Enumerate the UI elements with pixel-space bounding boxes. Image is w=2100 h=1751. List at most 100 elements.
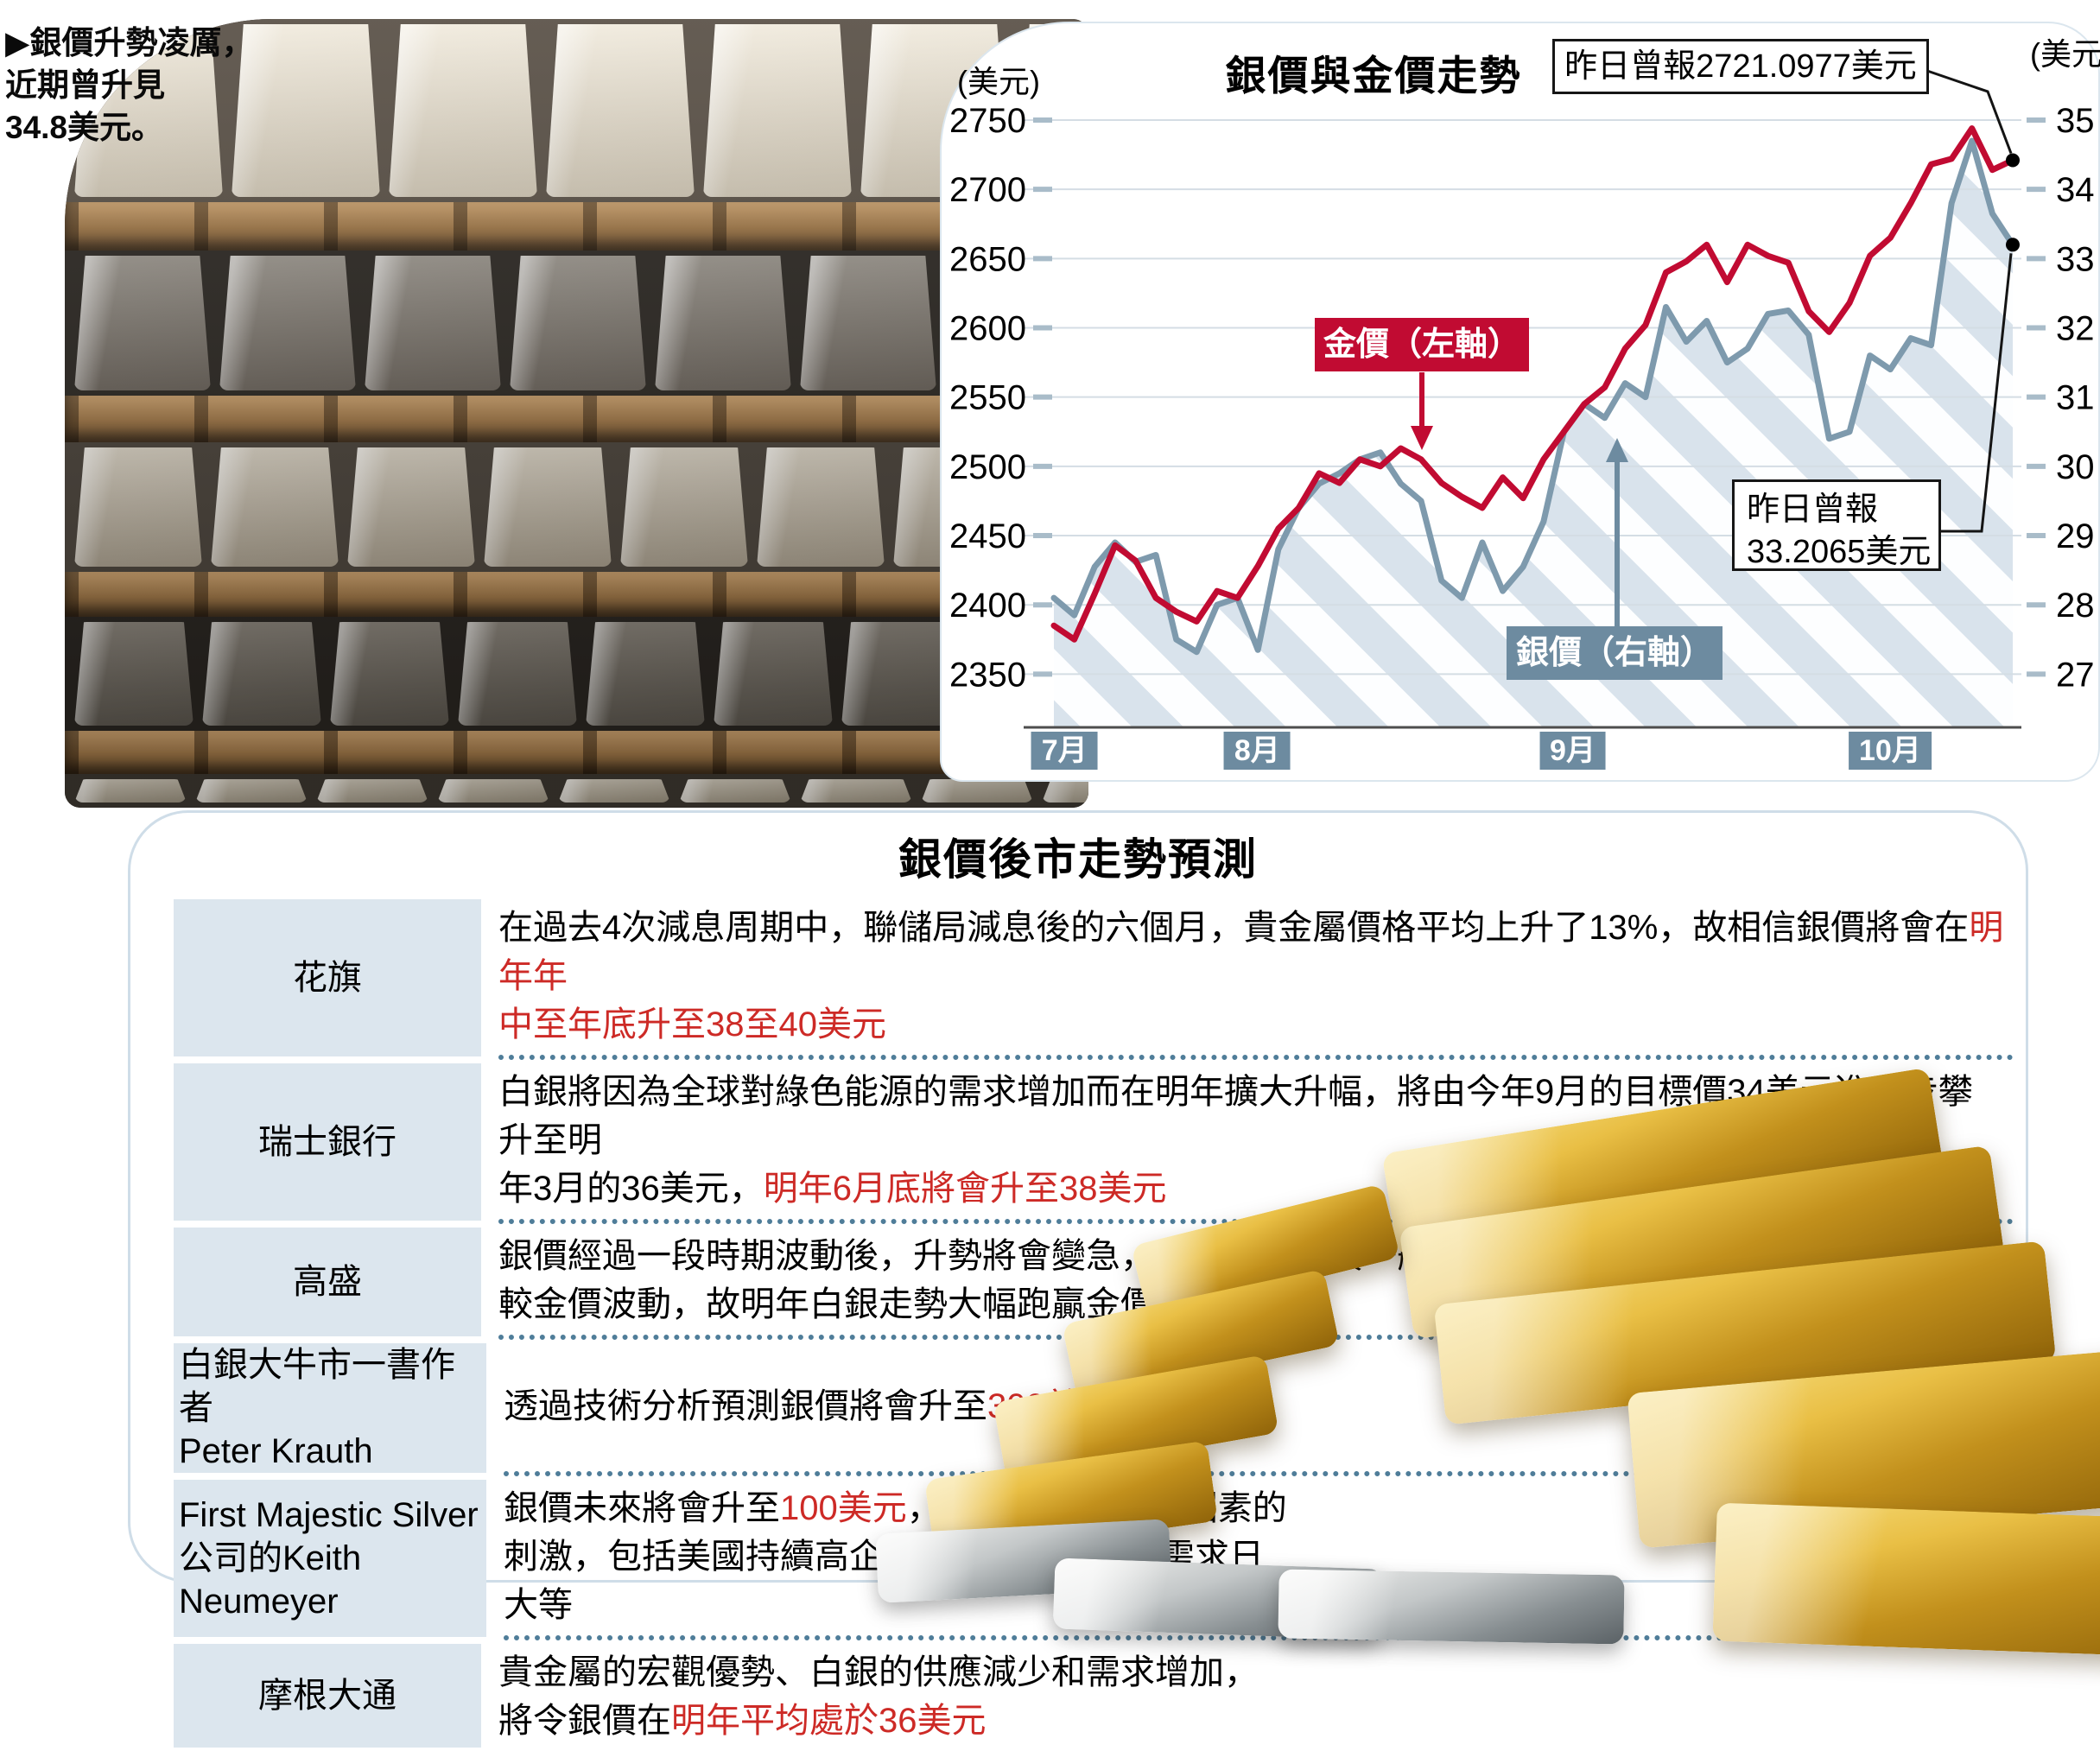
ingot-row	[65, 251, 1088, 396]
left-axis-tick: 2700	[949, 171, 1026, 209]
forecast-highlight: 明年年 中至年底升至38至40美元	[498, 909, 2004, 1044]
forecast-table: 花旗 在過去4次減息周期中，聯儲局減息後的六個月，貴金屬價格平均上升了13%，故相…	[174, 896, 2014, 1751]
ingot-row	[65, 617, 1088, 731]
forecast-panel: 銀價後市走勢預測 花旗 在過去4次減息周期中，聯儲局減息後的六個月，貴金屬價格平均…	[128, 810, 2028, 1748]
silver-ingot	[655, 256, 791, 390]
silver-ingot	[510, 256, 646, 390]
forecast-source: 瑞士銀行	[174, 1063, 481, 1221]
silver-ingot	[347, 447, 475, 567]
right-axis-tick: 35	[2056, 102, 2095, 140]
forecast-source: 高盛	[174, 1228, 481, 1336]
ingot-row	[65, 442, 1088, 572]
left-axis-tick: 2750	[949, 102, 1026, 140]
silver-annotation-box: 昨日曾報 33.2065美元	[1732, 479, 1941, 571]
right-axis-tick: 30	[2056, 448, 2095, 486]
ingot-row	[65, 774, 1088, 808]
left-axis-tick: 2450	[949, 517, 1026, 555]
wooden-pallet	[65, 202, 1088, 251]
silver-ingot	[800, 779, 912, 803]
silver-ingot	[586, 622, 705, 726]
right-axis-tick: 28	[2056, 587, 2095, 625]
silver-ingot	[1042, 779, 1088, 803]
silver-ingot	[74, 24, 223, 197]
left-axis-tick: 2350	[949, 656, 1026, 694]
forecast-row: 高盛 銀價經過一段時期波動後，升勢將會變急，而且由於銀價一般 較金價波動，故明年白…	[174, 1224, 2014, 1340]
silver-ingot	[800, 256, 936, 390]
silver-ingot	[703, 24, 852, 197]
forecast-row: 摩根大通 貴金屬的宏觀優勢、白銀的供應減少和需求增加， 將令銀價在明年平均處於36…	[174, 1640, 2014, 1751]
wooden-pallet	[65, 572, 1088, 617]
forecast-source: 白銀大牛市一書作者 Peter Krauth	[174, 1343, 486, 1473]
gold-annotation-connector	[1926, 69, 2013, 155]
ingot-row	[65, 19, 1088, 202]
forecast-segment: 銀價未來將會升至	[504, 1489, 780, 1527]
price-chart-svg: 2750 2700 2650 2600 2550 2500 2450 2400 2350 35 34…	[949, 36, 2100, 729]
forecast-row: First Majestic Silver 公司的Keith Neumeyer 銀…	[174, 1476, 2014, 1640]
silver-ingot	[74, 622, 194, 726]
silver-ingot	[74, 447, 202, 567]
silver-legend-arrow	[1606, 438, 1628, 462]
right-axis-tick: 31	[2056, 379, 2095, 417]
right-axis-tick: 32	[2056, 310, 2095, 348]
forecast-row: 瑞士銀行 白銀將因為全球對綠色能源的需求增加而在明年擴大升幅，將由今年9月的目標價…	[174, 1060, 2014, 1224]
gold-line	[1050, 125, 2016, 643]
right-axis-unit: (美元)	[2030, 36, 2100, 72]
legend-gold-left-axis: 金價（左軸）	[1315, 318, 1529, 371]
silver-ingot	[232, 24, 380, 197]
silver-ingot	[330, 622, 449, 726]
forecast-highlight: 明年6月底將會升至38美元	[763, 1170, 1167, 1208]
price-chart-panel: 2750 2700 2650 2600 2550 2500 2450 2400 2350 35 34…	[940, 22, 2100, 782]
forecast-segment: 在過去4次減息周期中，聯儲局減息後的六個月，貴金屬價格平均上升了13%，故相信銀…	[498, 909, 1970, 947]
silver-ingot	[757, 447, 885, 567]
right-axis-tick: 29	[2056, 517, 2095, 555]
right-axis-tick: 27	[2056, 656, 2095, 694]
silver-ingot	[558, 779, 670, 803]
forecast-highlight: 100美元	[780, 1489, 907, 1527]
page: { "photo_caption": "▶銀價升勢凌厲，\n近期曾升見\n34.…	[5, 19, 2100, 1748]
silver-ingot	[195, 779, 308, 803]
forecast-text: 在過去4次減息周期中，聯儲局減息後的六個月，貴金屬價格平均上升了13%，故相信銀…	[498, 896, 2014, 1060]
silver-ingot	[316, 779, 428, 803]
silver-line	[1050, 137, 2016, 656]
gold-annotation-box: 昨日曾報2721.0977美元	[1552, 39, 1929, 94]
silver-area-hatch	[1054, 141, 2013, 727]
left-axis-tick: 2650	[949, 240, 1026, 278]
forecast-segment: 銀價經過一段時期波動後，升勢將會變急，而且由於銀價一般 較金價波動，故明年白銀走…	[498, 1237, 1431, 1323]
gold-legend-arrow	[1411, 426, 1433, 450]
forecast-segment: 透過技術分析預測銀價將會升至	[504, 1387, 987, 1425]
silver-ingot	[202, 622, 321, 726]
forecast-text: 透過技術分析預測銀價將會升至 300美元	[504, 1340, 2014, 1476]
forecast-source: 摩根大通	[174, 1644, 481, 1748]
silver-ingot	[211, 447, 339, 567]
forecast-text: 白銀將因為全球對綠色能源的需求增加而在明年擴大升幅，將由今年9月的目標價34美元…	[498, 1060, 2014, 1224]
silver-ingot	[389, 24, 537, 197]
silver-ingot	[679, 779, 791, 803]
wooden-pallet	[65, 731, 1088, 774]
forecast-segment: 白銀將因為全球對綠色能源的需求增加而在明年擴大升幅，將由今年9月的目標價34美元…	[498, 1073, 1973, 1208]
silver-ingot	[74, 779, 187, 803]
forecast-highlight: 明年平均處於36美元	[671, 1702, 987, 1740]
silver-ingot	[484, 447, 612, 567]
silver-ingot	[437, 779, 549, 803]
silver-ingot	[365, 256, 501, 390]
forecast-text: 貴金屬的宏觀優勢、白銀的供應減少和需求增加， 將令銀價在明年平均處於36美元	[498, 1640, 2014, 1751]
forecast-row: 花旗 在過去4次減息周期中，聯儲局減息後的六個月，貴金屬價格平均上升了13%，故相…	[174, 896, 2014, 1060]
silver-ingot	[74, 256, 211, 390]
left-axis-tick: 2500	[949, 448, 1026, 486]
silver-ingot	[620, 447, 748, 567]
left-axis-tick: 2600	[949, 310, 1026, 348]
forecast-row: 白銀大牛市一書作者 Peter Krauth 透過技術分析預測銀價將會升至 300美…	[174, 1340, 2014, 1476]
right-axis-tick: 34	[2056, 171, 2095, 209]
legend-silver-right-axis: 銀價（右軸）	[1507, 626, 1723, 680]
left-axis-tick: 2400	[949, 587, 1026, 625]
wooden-pallet	[65, 396, 1088, 442]
right-axis-tick: 33	[2056, 240, 2095, 278]
silver-ingot	[458, 622, 577, 726]
silver-ingot	[921, 779, 1033, 803]
forecast-title: 銀價後市走勢預測	[898, 835, 1258, 884]
silver-ingot	[219, 256, 356, 390]
forecast-source: First Majestic Silver 公司的Keith Neumeyer	[174, 1480, 486, 1637]
left-axis-unit: (美元)	[957, 64, 1040, 99]
left-axis-tick: 2550	[949, 379, 1026, 417]
photo-caption: ▶銀價升勢凌厲， 近期曾升見 34.8美元。	[5, 25, 254, 145]
